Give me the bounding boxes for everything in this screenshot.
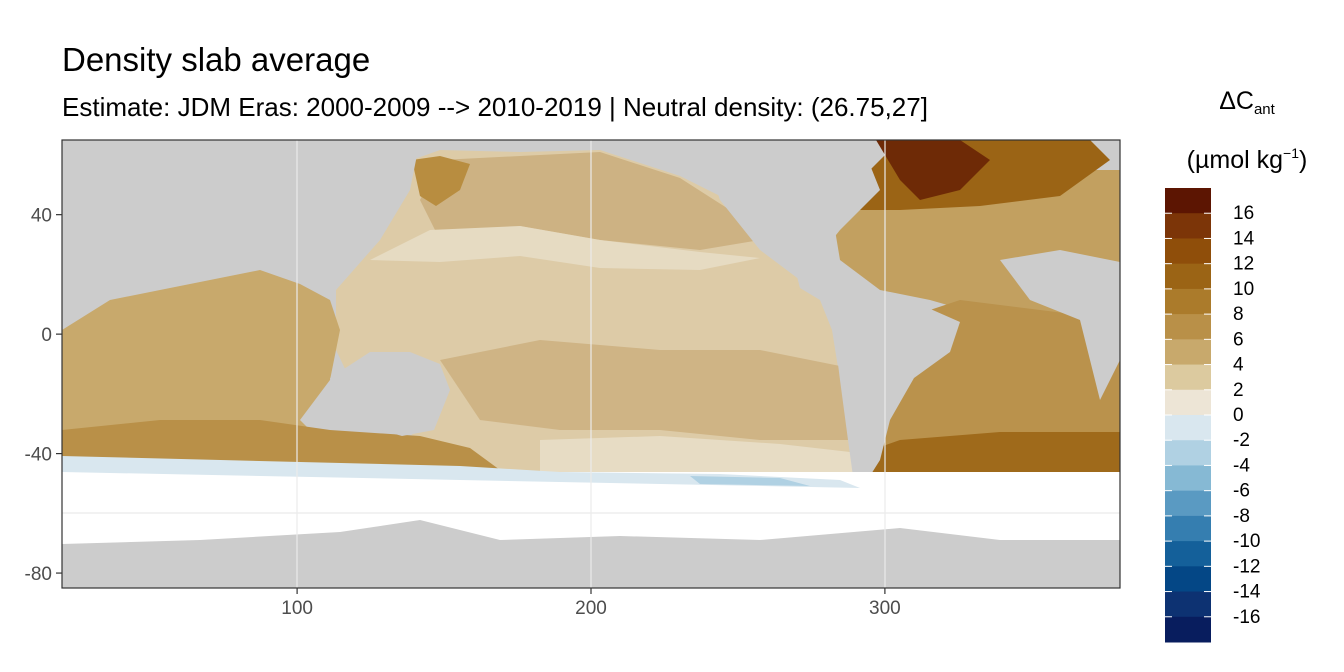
colorbar-label-11: -6 [1233,481,1250,502]
legend-title-subscript: ant [1253,101,1275,118]
colorbar-label-13: -10 [1233,531,1260,552]
colorbar-segment-6 [1165,339,1211,366]
colorbar-segment-2 [1165,238,1211,265]
colorbar-label-1: 14 [1233,228,1255,249]
colorbar-segment-1 [1165,213,1211,239]
y-tick-label-0: 40 [31,206,52,227]
colorbar-segment-17 [1165,616,1211,643]
colorbar-segment-5 [1165,314,1211,340]
x-tick-label-0: 100 [281,598,313,619]
grid [62,140,1120,588]
legend-unit-close: ) [1299,146,1308,174]
north-america [700,140,880,280]
indian-south-band [62,420,500,470]
colorbar-segment-9 [1165,415,1211,441]
colorbar: 16 14 12 10 8 6 4 2 0 -2 -4 -6 -8 -10 -12 -14 -16 [1165,188,1261,643]
legend-title: ΔCant [1150,84,1344,127]
indian-ocean [62,270,460,460]
colorbar-label-8: 0 [1233,405,1244,426]
colorbar-segment-7 [1165,364,1211,391]
colorbar-label-9: -2 [1233,430,1250,451]
north-pacific-band [420,152,760,250]
colorbar-label-16: -16 [1233,607,1260,628]
y-tick-label-1: 0 [41,325,52,346]
colorbar-label-4: 8 [1233,304,1244,325]
southern-ocean-fringe [62,456,860,488]
chart-title: Density slab average [62,41,371,78]
colorbar-segment-4 [1165,288,1211,315]
colorbar-segment-3 [1165,263,1211,290]
colorbar-segment-13 [1165,515,1211,542]
australia [330,352,450,436]
chart-subtitle: Estimate: JDM Eras: 2000-2009 --> 2010-2… [62,92,928,122]
colorbar-label-14: -12 [1233,556,1260,577]
north-pacific-light [370,226,760,270]
colorbar-label-7: 2 [1233,380,1244,401]
colorbar-label-15: -14 [1233,582,1261,603]
x-tick-label-2: 300 [869,598,901,619]
colorbar-segment-16 [1165,591,1211,618]
southern-ocean-blue [690,476,810,486]
colorbar-label-6: 4 [1233,355,1244,376]
colorbar-label-2: 12 [1233,254,1254,275]
colorbar-segment-11 [1165,465,1211,492]
colorbar-segment-8 [1165,389,1211,416]
okhotsk-region [412,156,470,206]
x-tick-label-1: 200 [575,598,607,619]
south-america [832,292,960,498]
colorbar-segment-10 [1165,440,1211,466]
colorbar-segment-14 [1165,541,1211,567]
y-tick-label-2: -40 [25,445,52,466]
colorbar-segment-15 [1165,566,1211,593]
colorbar-label-12: -8 [1233,506,1250,527]
colorbar-label-0: 16 [1233,203,1254,224]
colorbar-segment-12 [1165,490,1211,517]
africa [1000,250,1120,400]
asia [62,140,420,280]
colorbar-label-3: 10 [1233,279,1254,300]
legend-unit: (µmol kg−1) [1150,136,1344,177]
legend-title-main: ΔC [1219,87,1254,115]
legend-unit-exponent: −1 [1283,145,1299,161]
south-pacific-band [440,340,850,440]
legend-unit-main: (µmol kg [1186,146,1284,174]
colorbar-label-5: 6 [1233,329,1244,350]
y-tick-label-3: -80 [25,564,52,585]
map-panel [62,140,1120,588]
colorbar-segment-0 [1165,188,1211,214]
north-atlantic-deep [876,140,990,200]
colorbar-label-10: -4 [1233,455,1250,476]
